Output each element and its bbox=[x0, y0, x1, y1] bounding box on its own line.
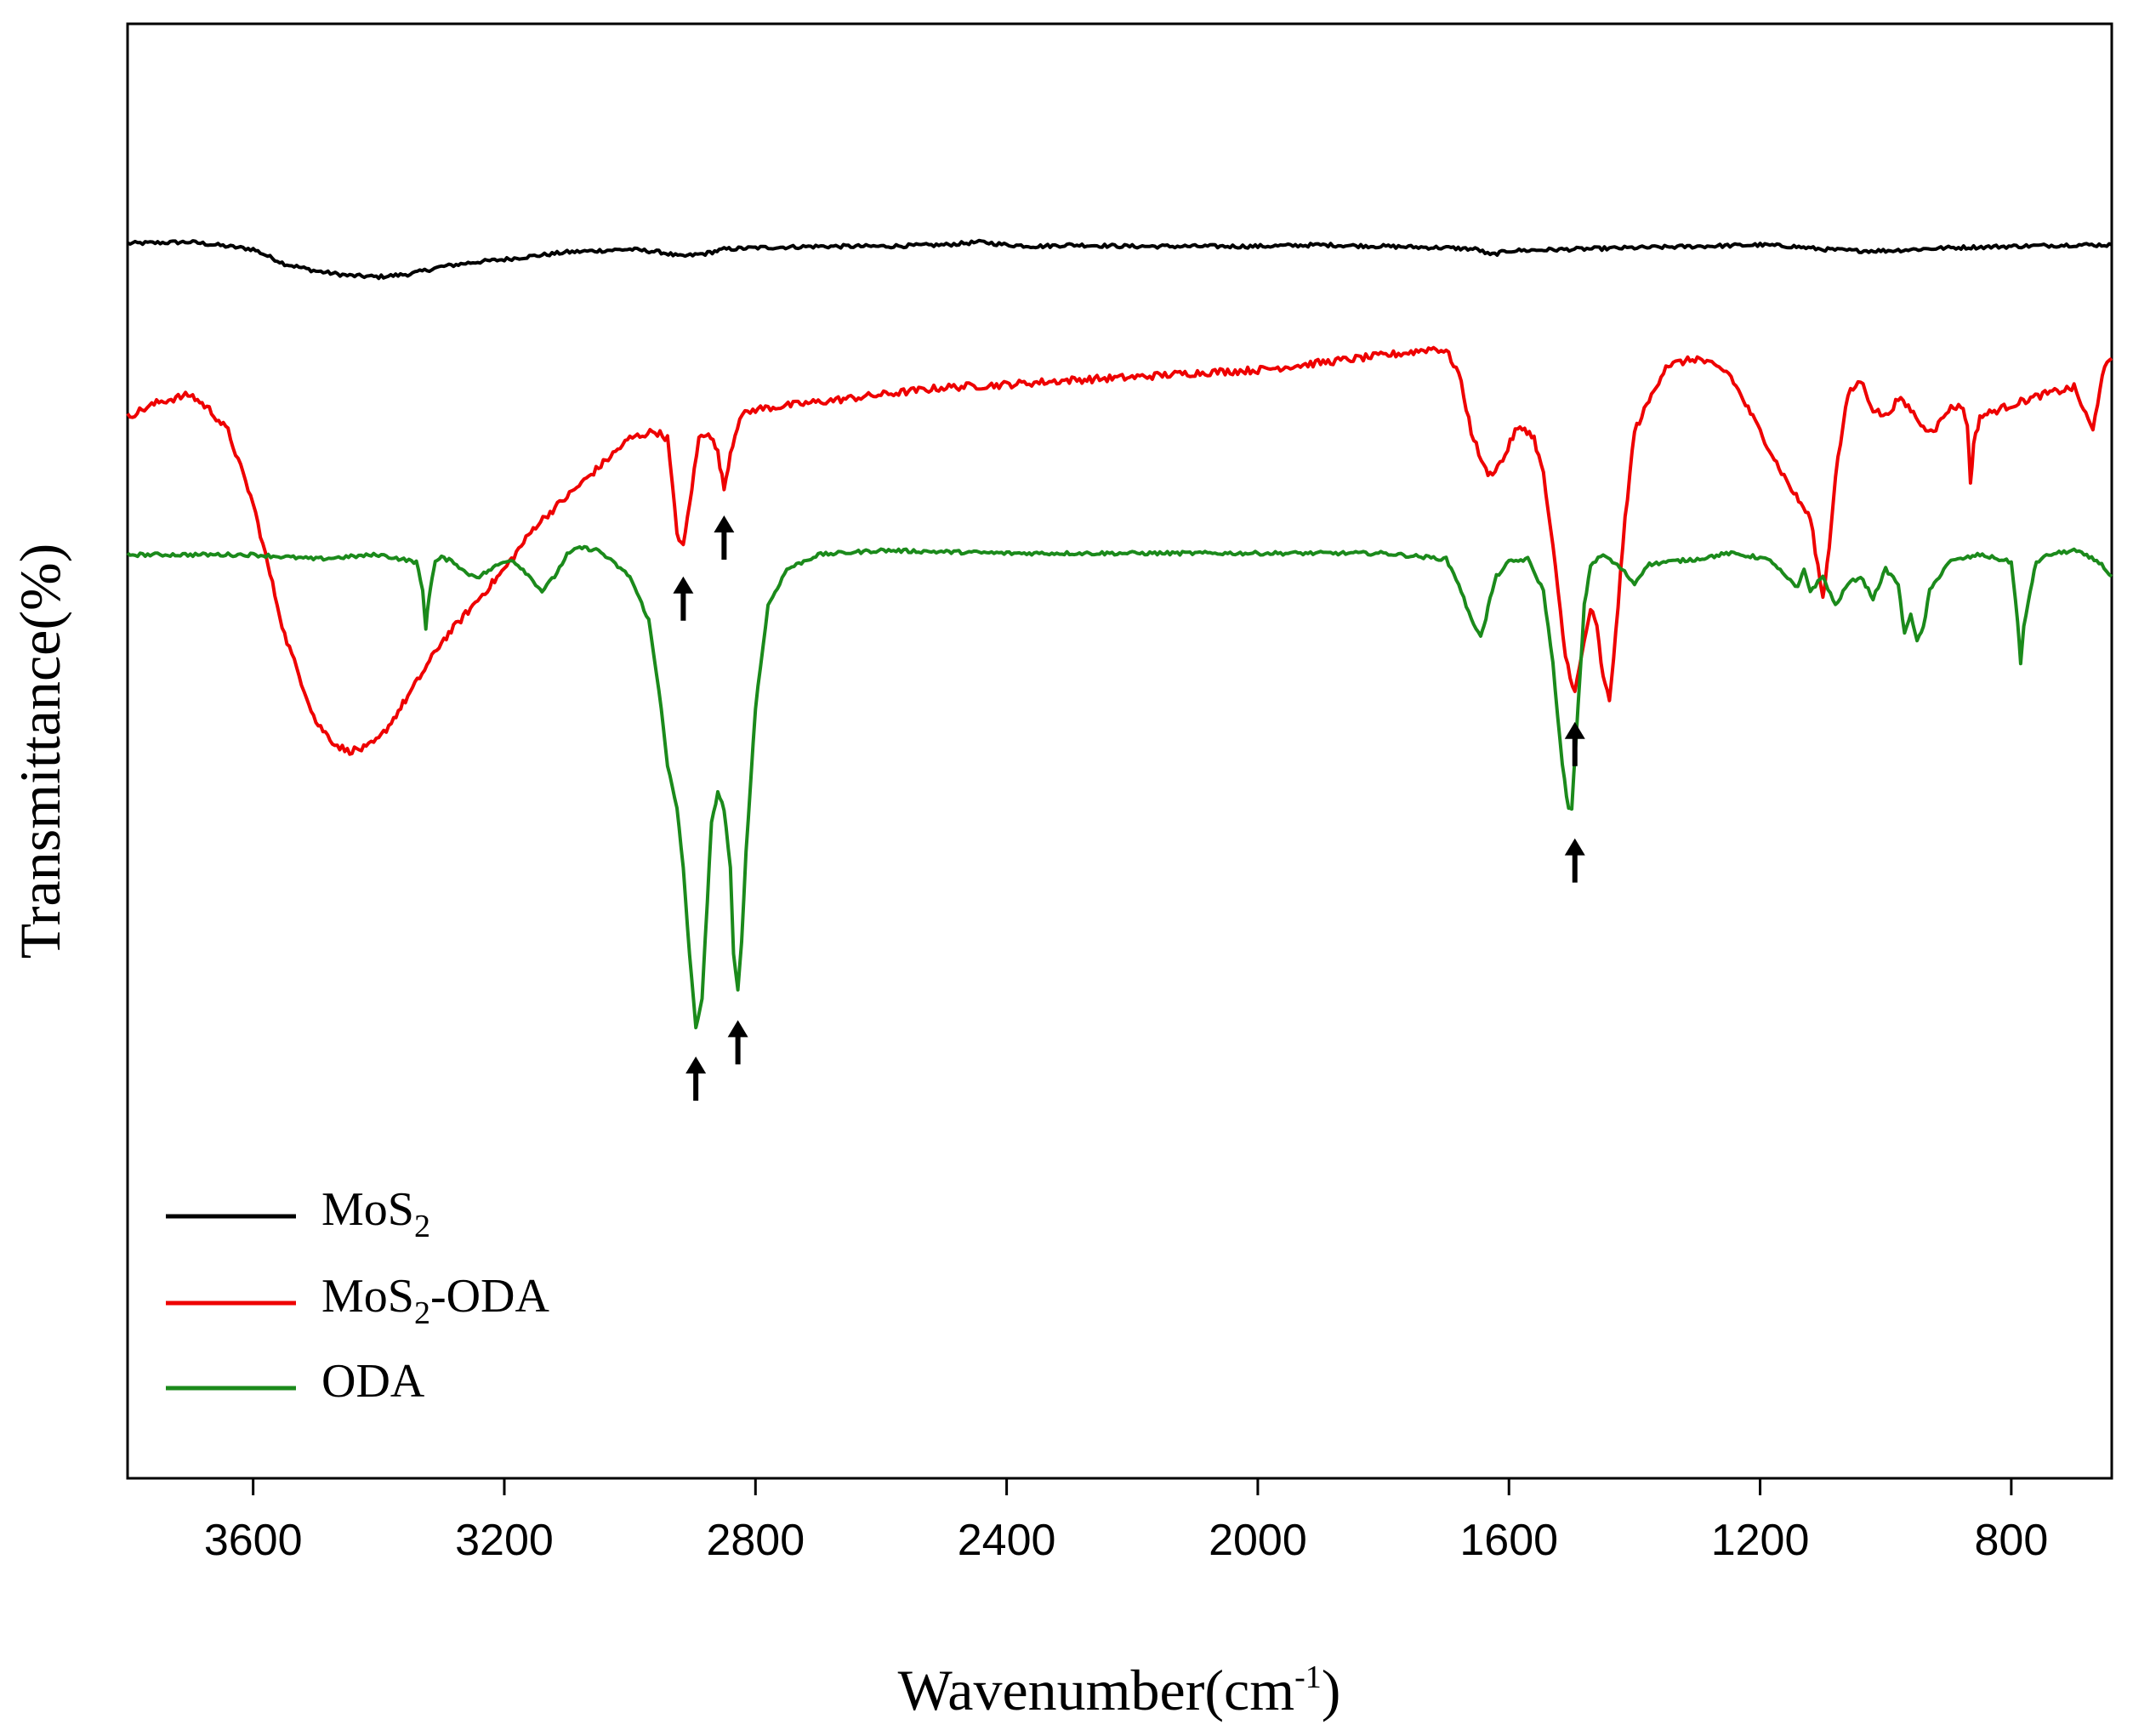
series-line-mos2 bbox=[127, 238, 2113, 281]
x-axis-title-close: ) bbox=[1322, 1658, 1341, 1722]
legend-label-mos2: MoS2 bbox=[321, 1183, 430, 1244]
legend-item-oda: ODA bbox=[166, 1355, 425, 1408]
series-line-oda bbox=[126, 544, 2113, 1030]
series-line-mos2-oda bbox=[126, 345, 2113, 756]
series-layer bbox=[126, 238, 2113, 1030]
x-tick-label: 2000 bbox=[1209, 1516, 1307, 1565]
peak-arrow-head bbox=[1564, 838, 1585, 856]
legend-label-oda: ODA bbox=[321, 1355, 425, 1408]
peak-arrow-icon bbox=[727, 1020, 748, 1065]
peak-arrow-head bbox=[685, 1056, 707, 1074]
peak-arrow-head bbox=[727, 1020, 748, 1038]
x-tick-label: 2400 bbox=[958, 1516, 1056, 1565]
x-tick-label: 800 bbox=[1974, 1516, 2048, 1565]
peak-arrow-icon bbox=[685, 1056, 707, 1101]
x-axis-title-main: Wavenumber(cm bbox=[898, 1658, 1295, 1722]
y-axis-title: Transmittance(%) bbox=[8, 544, 72, 959]
peak-arrow-icon bbox=[714, 515, 735, 560]
x-tick-label: 3600 bbox=[204, 1516, 303, 1565]
x-axis-title-sup: -1 bbox=[1294, 1659, 1322, 1695]
legend-item-mos2-oda: MoS2-ODA bbox=[166, 1270, 549, 1331]
legend: MoS2 MoS2-ODA ODA bbox=[166, 1183, 549, 1408]
legend-label-mos2-oda: MoS2-ODA bbox=[321, 1270, 549, 1331]
peak-arrow-head bbox=[714, 515, 735, 532]
legend-item-mos2: MoS2 bbox=[166, 1183, 430, 1244]
peak-arrow-icon bbox=[1564, 721, 1585, 766]
x-tick-label: 1600 bbox=[1459, 1516, 1558, 1565]
x-axis-ticks: 3600 3200 2800 2400 2000 1600 1200 800 bbox=[204, 1478, 2048, 1565]
x-axis-title: Wavenumber(cm-1) bbox=[898, 1658, 1341, 1722]
peak-arrow-icon bbox=[1564, 838, 1585, 883]
peak-arrow-head bbox=[1564, 721, 1585, 739]
peak-arrow-head bbox=[673, 576, 694, 594]
peak-arrow-icon bbox=[673, 576, 694, 621]
plot-frame bbox=[126, 22, 2113, 1480]
x-tick-label: 1200 bbox=[1711, 1516, 1810, 1565]
x-tick-label: 3200 bbox=[455, 1516, 554, 1565]
x-tick-label: 2800 bbox=[706, 1516, 805, 1565]
arrow-layer bbox=[673, 515, 1585, 1101]
